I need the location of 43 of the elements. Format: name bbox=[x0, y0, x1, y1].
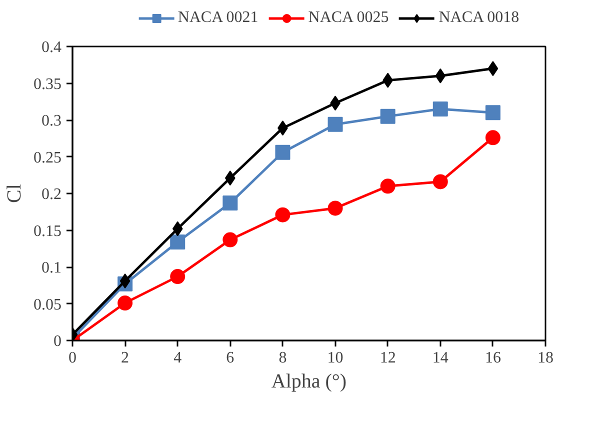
y-tick-label: 0.1 bbox=[42, 260, 62, 276]
point bbox=[435, 68, 446, 84]
point bbox=[380, 108, 396, 124]
x-tick-label: 18 bbox=[538, 350, 554, 366]
legend-label: NACA 0018 bbox=[438, 9, 520, 27]
x-tick-label: 14 bbox=[432, 350, 448, 366]
x-tick-label: 12 bbox=[380, 350, 396, 366]
y-tick-label: 0.35 bbox=[34, 76, 62, 93]
point bbox=[380, 178, 396, 194]
point bbox=[485, 105, 500, 120]
point bbox=[275, 144, 290, 160]
point bbox=[432, 174, 448, 190]
x-tick-label: 8 bbox=[278, 350, 287, 366]
point bbox=[432, 101, 448, 116]
point bbox=[328, 116, 343, 132]
x-tick-label: 0 bbox=[68, 350, 76, 366]
x-tick-label: 2 bbox=[121, 350, 130, 366]
point bbox=[328, 200, 343, 216]
y-tick-label: 0.15 bbox=[34, 222, 62, 240]
y-tick-label: 0.2 bbox=[42, 186, 62, 203]
x-tick-label: 16 bbox=[484, 350, 501, 366]
point bbox=[275, 207, 290, 222]
point bbox=[118, 296, 133, 310]
y-tick-label: 0.05 bbox=[34, 296, 62, 314]
legend-label: NACA 0021 bbox=[178, 9, 258, 27]
x-axis-title: Alpha (°) bbox=[271, 370, 347, 392]
x-tick-label: 10 bbox=[327, 350, 344, 366]
point bbox=[485, 130, 500, 146]
y-tick-label: 0 bbox=[54, 333, 62, 350]
legend-label: NACA 0025 bbox=[308, 9, 389, 27]
point bbox=[488, 61, 498, 76]
x-tick-label: 6 bbox=[226, 350, 234, 366]
y-tick-label: 0.4 bbox=[42, 39, 62, 56]
point bbox=[222, 196, 238, 211]
point bbox=[120, 273, 130, 288]
y-axis-title: Cl bbox=[4, 184, 26, 203]
point bbox=[172, 221, 183, 236]
x-tick-label: 4 bbox=[174, 350, 182, 366]
y-tick-label: 0.25 bbox=[34, 149, 62, 166]
point bbox=[222, 232, 238, 248]
point bbox=[170, 234, 186, 250]
y-tick-label: 0.3 bbox=[42, 112, 62, 130]
point bbox=[170, 269, 186, 284]
